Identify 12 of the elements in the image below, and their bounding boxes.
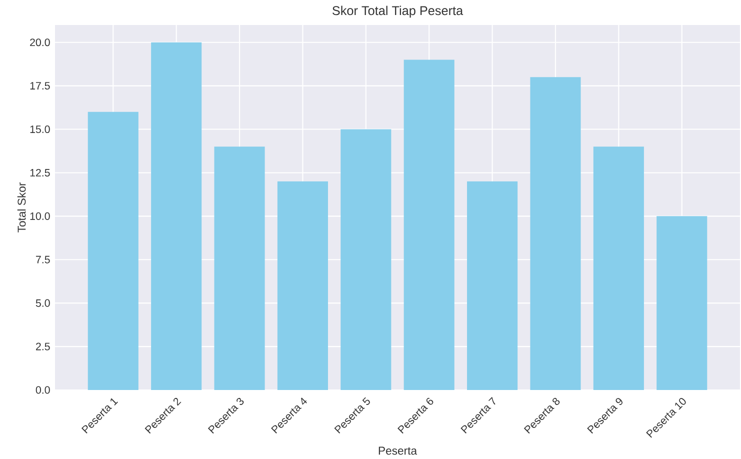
y-tick-label: 2.5: [36, 342, 50, 350]
y-tick-label: 17.5: [30, 82, 50, 90]
y-tick-label: 12.5: [30, 168, 50, 177]
y-tick-label: 10.0: [30, 212, 50, 220]
x-axis-title: Peserta: [378, 446, 418, 455]
y-tick-label: 7.5: [36, 256, 50, 264]
y-tick-label: 20.0: [30, 38, 50, 46]
y-tick-label: 0.0: [36, 386, 50, 394]
y-tick-label: 15.0: [30, 126, 50, 134]
y-axis-title: Total Skor: [17, 182, 26, 232]
y-tick-label: 5.0: [36, 299, 50, 307]
chart-title: Skor Total Tiap Peserta: [332, 6, 464, 18]
